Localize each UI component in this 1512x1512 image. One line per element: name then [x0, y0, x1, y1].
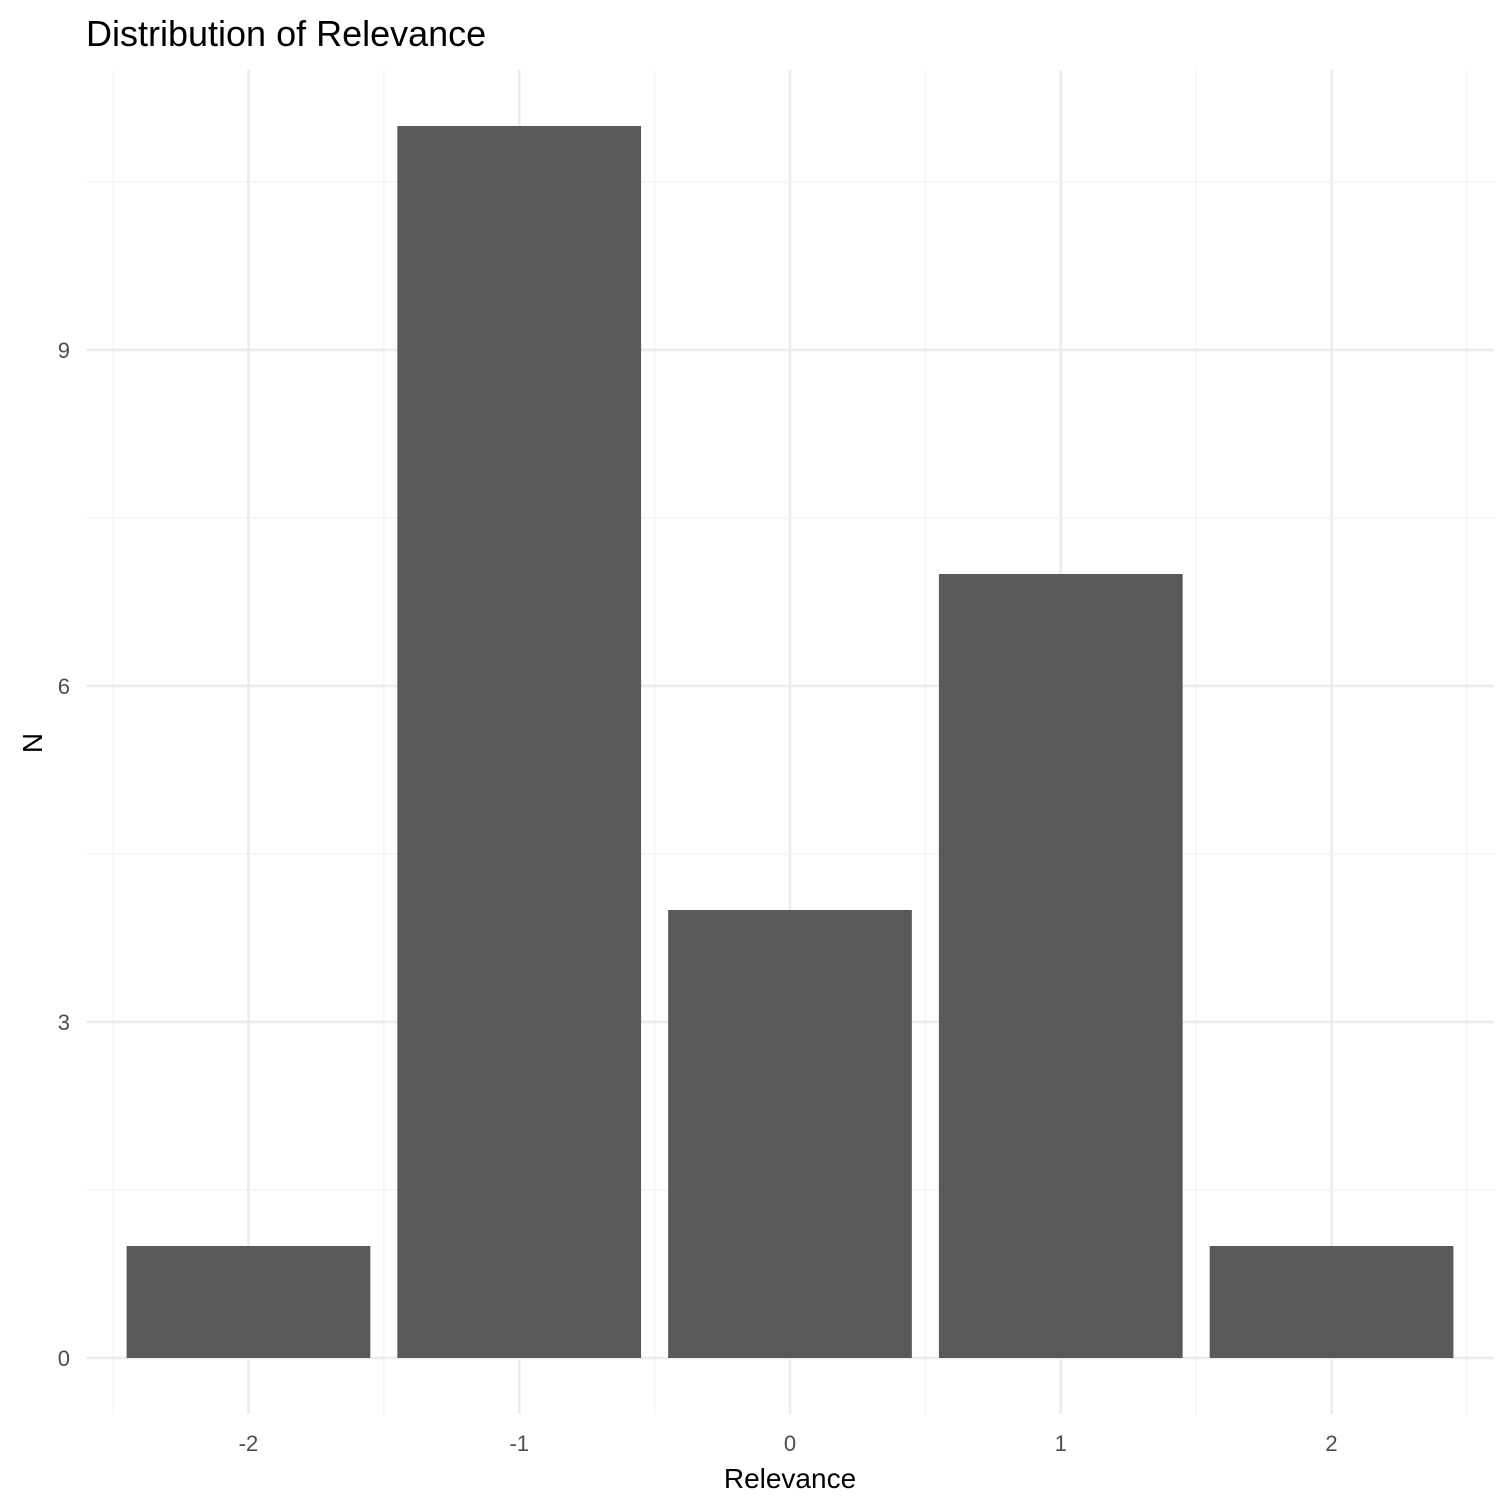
y-axis-ticks: 0 3 6 9	[58, 338, 70, 1371]
bar-0	[668, 910, 912, 1358]
x-tick-label: 1	[1055, 1431, 1067, 1456]
bar-2	[1209, 1246, 1454, 1358]
bar--1	[397, 126, 642, 1358]
x-tick-label: -2	[239, 1431, 259, 1456]
y-tick-label: 0	[58, 1346, 70, 1371]
y-tick-label: 9	[58, 338, 70, 363]
x-axis-ticks: -2 -1 0 1 2	[239, 1431, 1338, 1456]
x-tick-label: -1	[509, 1431, 529, 1456]
x-axis-title: Relevance	[724, 1463, 856, 1494]
y-axis-title: N	[17, 733, 48, 753]
chart-title: Distribution of Relevance	[86, 13, 486, 54]
y-tick-label: 3	[58, 1010, 70, 1035]
x-tick-label: 2	[1325, 1431, 1337, 1456]
y-tick-label: 6	[58, 674, 70, 699]
x-tick-label: 0	[784, 1431, 796, 1456]
bar--2	[126, 1246, 371, 1358]
bar-1	[938, 574, 1183, 1358]
bars	[126, 126, 1454, 1358]
